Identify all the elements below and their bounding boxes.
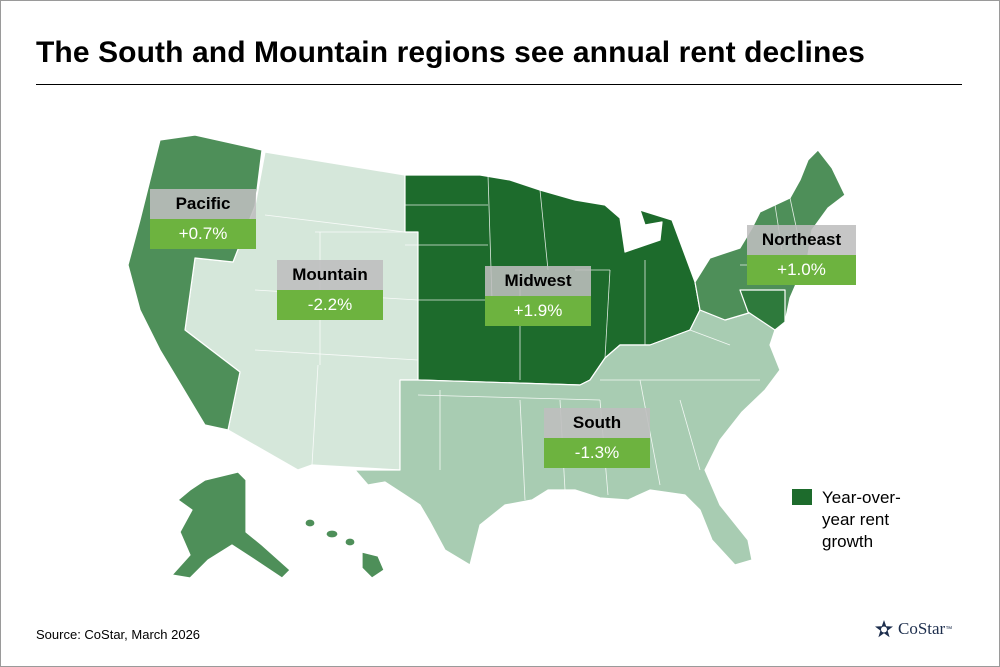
region-value-northeast: +1.0% <box>747 255 856 285</box>
logo-text: CoStar <box>898 619 946 638</box>
legend-swatch <box>792 489 812 505</box>
region-name-south: South <box>544 408 650 438</box>
logo-trademark: ™ <box>945 625 953 633</box>
legend-label: Year-over-year rent growth <box>822 488 901 551</box>
region-alaska <box>171 471 291 579</box>
region-northeast-coastal <box>739 289 786 331</box>
region-name-pacific: Pacific <box>150 189 256 219</box>
costar-logo: CoStar ™ <box>874 619 952 639</box>
region-hawaii <box>304 518 385 579</box>
label-pacific: Pacific +0.7% <box>150 189 256 249</box>
label-midwest: Midwest +1.9% <box>485 266 591 326</box>
source-note: Source: CoStar, March 2026 <box>36 627 201 642</box>
label-south: South -1.3% <box>544 408 650 468</box>
costar-star-icon <box>875 620 893 638</box>
region-name-midwest: Midwest <box>485 266 591 296</box>
title-divider <box>36 84 962 85</box>
region-value-midwest: +1.9% <box>485 296 591 326</box>
page-title: The South and Mountain regions see annua… <box>36 36 865 69</box>
region-name-mountain: Mountain <box>277 260 383 290</box>
region-value-south: -1.3% <box>544 438 650 468</box>
label-northeast: Northeast +1.0% <box>747 225 856 285</box>
legend: Year-over-year rent growth <box>792 487 932 553</box>
region-value-mountain: -2.2% <box>277 290 383 320</box>
region-value-pacific: +0.7% <box>150 219 256 249</box>
label-mountain: Mountain -2.2% <box>277 260 383 320</box>
region-name-northeast: Northeast <box>747 225 856 255</box>
